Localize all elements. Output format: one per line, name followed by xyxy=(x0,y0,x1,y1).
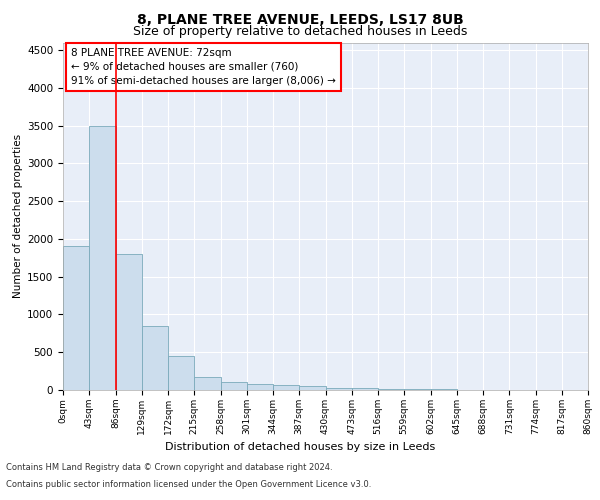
Bar xyxy=(221,382,247,390)
Bar xyxy=(89,126,115,390)
Text: 8, PLANE TREE AVENUE, LEEDS, LS17 8UB: 8, PLANE TREE AVENUE, LEEDS, LS17 8UB xyxy=(137,12,463,26)
Bar xyxy=(194,377,221,390)
Text: Contains HM Land Registry data © Crown copyright and database right 2024.: Contains HM Land Registry data © Crown c… xyxy=(6,462,332,471)
Text: Size of property relative to detached houses in Leeds: Size of property relative to detached ho… xyxy=(133,25,467,38)
Bar xyxy=(115,254,142,390)
Bar xyxy=(63,246,89,390)
Bar xyxy=(247,384,273,390)
Bar xyxy=(168,356,194,390)
Bar xyxy=(273,386,299,390)
Text: Contains public sector information licensed under the Open Government Licence v3: Contains public sector information licen… xyxy=(6,480,371,489)
Text: 8 PLANE TREE AVENUE: 72sqm
← 9% of detached houses are smaller (760)
91% of semi: 8 PLANE TREE AVENUE: 72sqm ← 9% of detac… xyxy=(71,48,336,86)
Bar xyxy=(352,388,378,390)
Y-axis label: Number of detached properties: Number of detached properties xyxy=(13,134,23,298)
Text: Distribution of detached houses by size in Leeds: Distribution of detached houses by size … xyxy=(165,442,435,452)
Bar xyxy=(404,389,431,390)
Bar xyxy=(378,389,404,390)
Bar xyxy=(299,386,325,390)
Bar xyxy=(325,388,352,390)
Bar xyxy=(142,326,168,390)
